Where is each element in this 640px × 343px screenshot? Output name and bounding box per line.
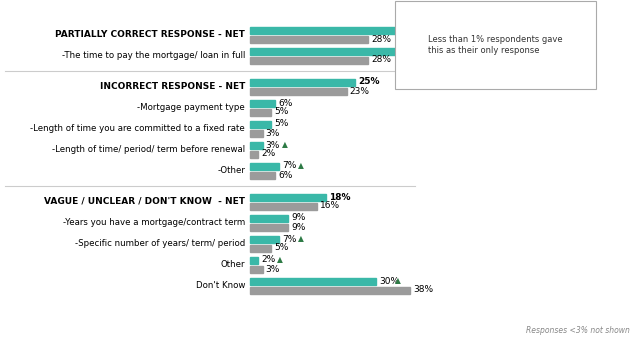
Bar (250, 142, 262, 149)
Text: General Population: General Population (476, 26, 562, 35)
Text: 9%: 9% (291, 213, 305, 223)
Text: Less than 1% respondents gave
this as their only response: Less than 1% respondents gave this as th… (428, 35, 563, 56)
Bar (250, 47, 397, 55)
Text: PARTIALLY CORRECT RESPONSE - NET: PARTIALLY CORRECT RESPONSE - NET (55, 30, 245, 39)
Text: Responses <3% not shown: Responses <3% not shown (526, 326, 630, 335)
Text: -Years you have a mortgage/contract term: -Years you have a mortgage/contract term (63, 218, 245, 227)
Bar (250, 108, 271, 116)
Text: Target Audience: Target Audience (489, 13, 562, 23)
Text: -Specific number of years/ term/ period: -Specific number of years/ term/ period (75, 239, 245, 248)
Bar (250, 277, 376, 284)
Text: ▲: ▲ (277, 256, 284, 264)
Text: 35%: 35% (401, 25, 422, 35)
Bar (250, 99, 275, 106)
Text: ▲: ▲ (298, 162, 305, 170)
Text: 30%: 30% (380, 276, 399, 285)
Text: ▲: ▲ (282, 141, 287, 150)
Text: 38%: 38% (413, 285, 433, 295)
Bar (250, 26, 397, 34)
Text: INCORRECT RESPONSE - NET: INCORRECT RESPONSE - NET (100, 82, 245, 91)
Text: 3%: 3% (266, 141, 280, 150)
Bar (250, 257, 259, 263)
Text: VAGUE / UNCLEAR / DON'T KNOW  - NET: VAGUE / UNCLEAR / DON'T KNOW - NET (44, 197, 245, 206)
Text: ▲: ▲ (417, 47, 422, 56)
Text: 2%: 2% (261, 256, 276, 264)
Bar (250, 265, 262, 272)
Text: 23%: 23% (350, 86, 370, 95)
Bar (250, 193, 326, 201)
Text: -Other: -Other (217, 166, 245, 175)
Text: 5%: 5% (274, 107, 289, 117)
Text: 3%: 3% (266, 264, 280, 273)
Text: 5%: 5% (274, 119, 289, 129)
Text: 28%: 28% (371, 56, 391, 64)
Bar (250, 87, 347, 95)
Text: Don't Know: Don't Know (196, 281, 245, 290)
Bar (565, 14, 575, 22)
Bar (250, 202, 317, 210)
Text: ▲: ▲ (396, 276, 401, 285)
Bar (250, 286, 410, 294)
Text: -Length of time you are committed to a fixed rate: -Length of time you are committed to a f… (30, 124, 245, 133)
Text: 2%: 2% (261, 150, 276, 158)
Bar (250, 35, 368, 43)
Text: 5%: 5% (274, 244, 289, 252)
Bar (250, 224, 288, 230)
Text: 9%: 9% (291, 223, 305, 232)
Text: 6%: 6% (278, 170, 292, 179)
Bar (250, 163, 280, 169)
Bar (250, 214, 288, 222)
Text: Other: Other (221, 260, 245, 269)
Bar (250, 236, 280, 243)
Text: 28%: 28% (371, 35, 391, 44)
Text: 35%: 35% (401, 47, 420, 56)
Text: 7%: 7% (282, 235, 297, 244)
Bar (250, 151, 259, 157)
Text: ▲: ▲ (298, 235, 305, 244)
Bar (250, 120, 271, 128)
Bar (250, 245, 271, 251)
Text: -The time to pay the mortgage/ loan in full: -The time to pay the mortgage/ loan in f… (61, 51, 245, 60)
Text: 6%: 6% (278, 98, 292, 107)
Bar (250, 79, 355, 85)
Text: 7%: 7% (282, 162, 297, 170)
Text: 18%: 18% (329, 192, 350, 201)
Text: 25%: 25% (358, 78, 380, 86)
Bar (250, 172, 275, 178)
Text: 3%: 3% (266, 129, 280, 138)
Text: -Mortgage payment type: -Mortgage payment type (137, 103, 245, 112)
Text: ▲: ▲ (417, 25, 422, 35)
Text: 16%: 16% (321, 201, 340, 211)
Bar (250, 130, 262, 137)
Bar (250, 57, 368, 63)
Bar (565, 27, 575, 35)
Text: -Length of time/ period/ term before renewal: -Length of time/ period/ term before ren… (52, 145, 245, 154)
